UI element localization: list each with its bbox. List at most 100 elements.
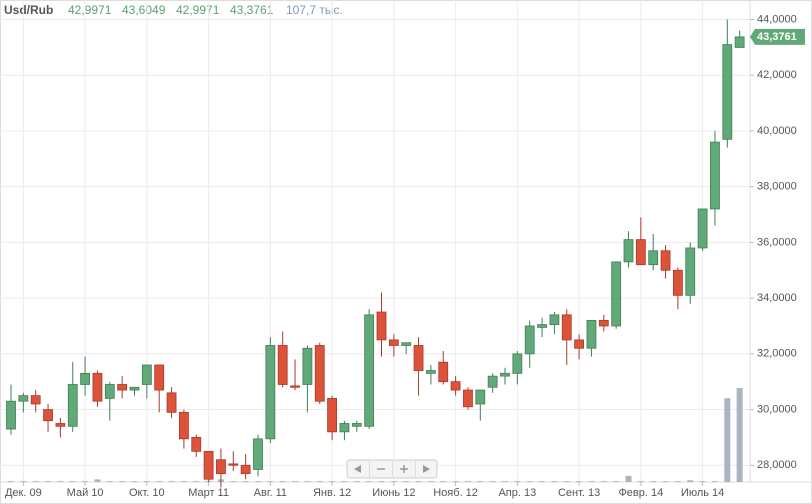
zoom-out-button[interactable]	[370, 461, 392, 477]
candle-body	[166, 392, 177, 413]
volume-bar	[390, 481, 397, 482]
volume-bar	[502, 481, 508, 482]
candle-body	[55, 423, 66, 427]
y-tick-label: 30,0000	[757, 403, 797, 415]
volume-bar	[8, 481, 14, 482]
legend-high: 43,6049	[122, 3, 166, 17]
volume-bar	[514, 481, 521, 482]
candle-body	[117, 384, 128, 391]
scroll-left-button[interactable]	[348, 461, 369, 477]
candle-body	[240, 464, 251, 475]
volume-bar	[131, 481, 138, 482]
candle-body	[104, 384, 115, 399]
candle-body	[314, 345, 325, 402]
volume-bar	[736, 388, 743, 482]
candle-body	[623, 239, 634, 263]
candle-body	[67, 384, 78, 427]
volume-bar	[662, 481, 669, 482]
volume-bar	[57, 481, 64, 482]
volume-bar	[69, 481, 76, 482]
candle-body	[178, 411, 189, 440]
candle-body	[635, 239, 646, 266]
candle-body	[512, 353, 523, 374]
candle-body	[598, 320, 609, 327]
x-tick-label: Окт. 10	[129, 487, 165, 499]
y-tick-label: 42,0000	[757, 69, 797, 81]
candle-body	[697, 208, 708, 249]
y-tick-label: 32,0000	[757, 348, 797, 360]
candle-body	[463, 389, 473, 408]
volume-bar	[82, 481, 89, 482]
candle-body	[203, 450, 214, 480]
candle-body	[351, 423, 362, 427]
volume-bar	[341, 481, 348, 482]
x-tick-label: Февр. 14	[618, 487, 663, 499]
candle-body	[586, 320, 597, 349]
volume-bar	[687, 480, 694, 482]
candle-body	[685, 247, 696, 296]
candle-body	[141, 364, 152, 385]
volume-bar	[193, 481, 200, 482]
candle-body	[92, 372, 103, 402]
candle-body	[191, 437, 202, 452]
volume-bar	[119, 481, 126, 482]
volume-bar	[230, 481, 237, 482]
x-tick-label: Март 11	[188, 487, 229, 499]
volume-bar	[427, 481, 434, 482]
x-tick-label: Авг. 11	[254, 487, 287, 499]
candle-body	[475, 389, 486, 405]
legend-open: 42,9971	[68, 3, 112, 17]
y-tick-label: 34,0000	[757, 292, 797, 304]
candle-body	[364, 314, 375, 427]
x-tick-label: Янв. 12	[313, 487, 351, 499]
x-tick-label: Июль 14	[681, 487, 724, 499]
candle-body	[376, 311, 387, 341]
volume-bar	[403, 481, 410, 482]
volume-bar	[637, 481, 644, 482]
candle-body	[216, 459, 226, 475]
volume-bar	[242, 481, 249, 482]
volume-bar	[551, 481, 558, 482]
candle-body	[673, 269, 683, 296]
candle-body	[265, 345, 276, 440]
zoom-in-button[interactable]	[393, 461, 415, 477]
legend-low: 42,9971	[176, 3, 220, 17]
candle-body	[154, 364, 165, 391]
candle-body	[722, 44, 733, 140]
candle-body	[524, 325, 535, 355]
chart-title: Usd/Rub	[4, 3, 53, 17]
candle-body	[290, 385, 300, 388]
y-tick-label: 44,0000	[757, 13, 797, 25]
candle-body	[487, 375, 498, 388]
volume-bar	[625, 475, 632, 482]
volume-bar	[588, 481, 595, 482]
volume-bar	[576, 481, 583, 482]
volume-bar	[711, 481, 718, 482]
candle-body	[388, 339, 399, 346]
candle-body	[648, 250, 659, 266]
volume-bar	[180, 481, 187, 482]
volume-bar	[415, 481, 422, 482]
volume-bar	[366, 481, 373, 482]
candle-body	[561, 314, 572, 341]
x-tick-label: Апр. 13	[498, 487, 536, 499]
candle-body	[500, 372, 510, 377]
y-tick-label: 38,0000	[757, 181, 797, 193]
volume-bar	[724, 398, 731, 482]
volume-bar	[156, 481, 163, 482]
scroll-right-button[interactable]	[416, 461, 436, 477]
candle-body	[574, 339, 584, 349]
volume-bar	[464, 481, 471, 482]
price-tag-bg	[750, 28, 805, 45]
candle-body	[228, 463, 239, 466]
candle-body	[18, 395, 29, 402]
volume-bar	[143, 481, 150, 482]
volume-bar	[94, 479, 101, 482]
right-arrow	[423, 465, 430, 473]
volume-bar	[353, 481, 360, 482]
volume-bar	[329, 481, 336, 482]
candle-body	[660, 250, 671, 271]
